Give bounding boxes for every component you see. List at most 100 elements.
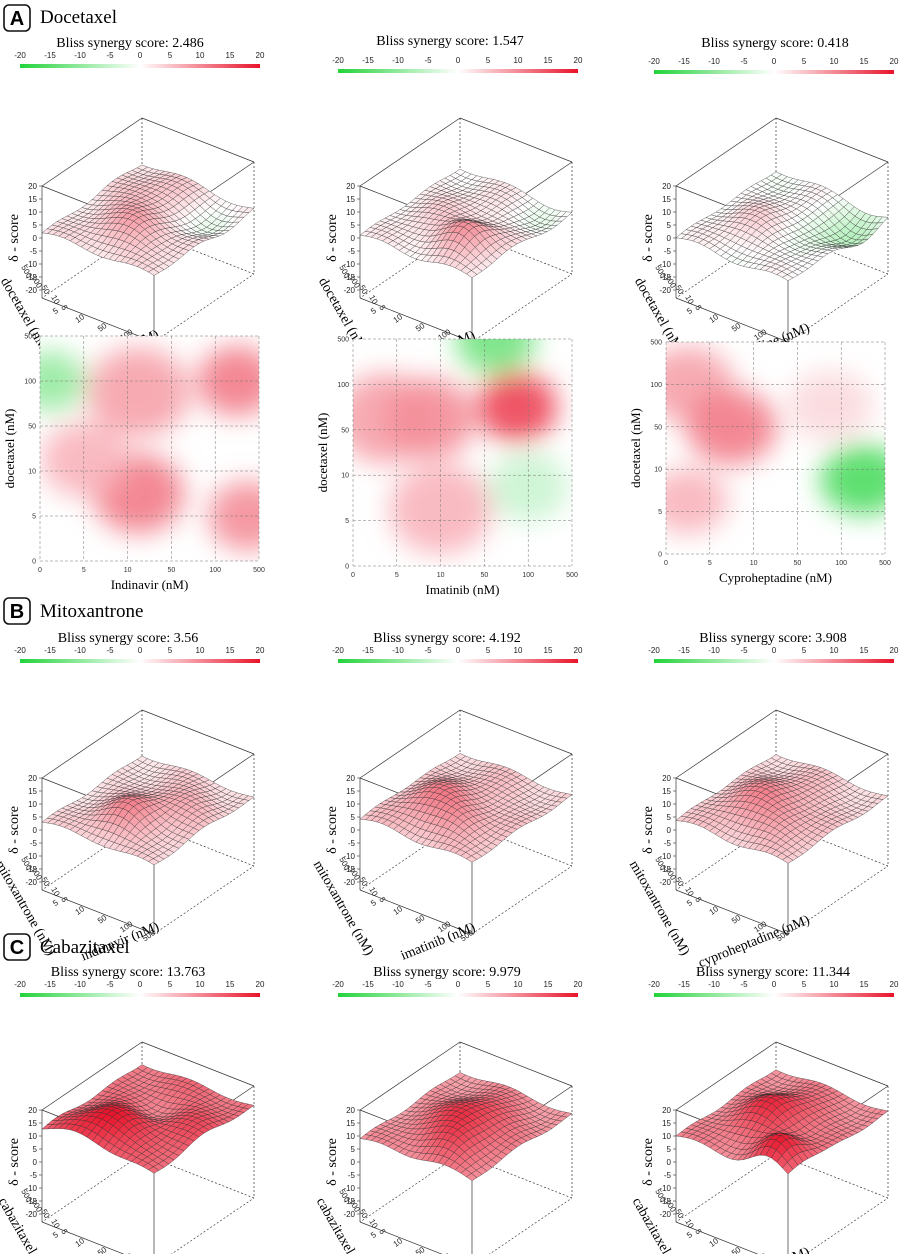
colorbar-tick: -5 [106, 51, 114, 60]
panel-B-1: Bliss synergy score: 3.56-20 -15 -10 -5 0 5 10… [0, 631, 265, 965]
panel-B-2: Bliss synergy score: 4.192-20 -15 -10 -5 0 5 1… [310, 631, 583, 964]
y-tick-label: 5 [59, 896, 69, 905]
colorbar [654, 659, 894, 663]
colorbar-tick: -5 [106, 980, 114, 989]
box-edge [675, 297, 789, 343]
colorbar-tick: -10 [74, 646, 86, 655]
heatmap-y-tick: 500 [337, 337, 349, 344]
y-tick-label: 5 [693, 1228, 703, 1237]
box-edge [775, 117, 889, 163]
colorbar-tick: 20 [256, 51, 265, 60]
colorbar-tick: -15 [362, 646, 374, 655]
panel-C-1: Bliss synergy score: 13.763 -20 -15 -10 -5 0 5… [0, 965, 265, 1254]
panel-C-2: Bliss synergy score: 9.979-20 -15 -10 -5 0 5 1… [313, 965, 583, 1254]
z-tick-label: -5 [30, 1171, 38, 1180]
section-title: Cabazitaxel [40, 937, 130, 958]
heatmap-y-tick: 10 [28, 469, 36, 476]
z-tick-label: -5 [348, 839, 356, 848]
x-axis-label: cyproheptadine (nM) [696, 913, 812, 971]
section-header-B: B Mitoxantrone [3, 597, 143, 625]
z-tick-label: 15 [662, 1119, 671, 1128]
z-tick-label: 5 [667, 813, 672, 822]
z-tick-label: 10 [662, 208, 671, 217]
box-edge [675, 117, 777, 187]
colorbar-tick: -5 [424, 646, 432, 655]
z-tick-label: 10 [346, 800, 355, 809]
colorbar-tick: -20 [332, 56, 344, 65]
x-tick-label: 10 [708, 312, 721, 325]
heatmap-y-tick: 0 [658, 552, 662, 559]
colorbar-tick: -10 [74, 51, 86, 60]
z-tick-label: 15 [28, 195, 37, 204]
heatmap-x-tick: 5 [395, 572, 399, 579]
colorbar [20, 993, 260, 997]
x-tick-label: 10 [708, 904, 721, 917]
x-tick-label: 10 [74, 1236, 87, 1249]
z-tick-label: 20 [346, 774, 355, 783]
panel-C-3: Bliss synergy score: 11.344 -20 -15 -10 -5 0 5… [629, 965, 899, 1254]
x-tick-label: 5 [51, 898, 60, 908]
bliss-score-label: Bliss synergy score: 11.344 [696, 965, 850, 980]
y-tick-label: 5 [59, 1228, 69, 1237]
z-tick-label: -10 [659, 260, 671, 269]
z-axis-label: δ - score [325, 1138, 340, 1186]
colorbar-tick: -5 [106, 646, 114, 655]
x-tick-label: 10 [74, 904, 87, 917]
colorbar-tick: 10 [830, 980, 839, 989]
colorbar [338, 69, 578, 73]
colorbar-tick: 15 [544, 980, 553, 989]
colorbar-tick: 20 [574, 56, 583, 65]
z-tick-label: 10 [28, 1132, 37, 1141]
z-tick-label: 0 [351, 234, 356, 243]
section-letter: B [10, 601, 24, 623]
heatmap-y-tick: 5 [32, 514, 36, 521]
z-tick-label: -20 [25, 286, 37, 295]
y-tick-label: 10 [367, 294, 380, 307]
colorbar-tick: 15 [860, 980, 869, 989]
heatmap-x-tick: 500 [253, 567, 265, 574]
section-headers: A Docetaxel B Mitoxantrone C Cabazitaxel [3, 4, 143, 961]
colorbar-tick: 0 [772, 57, 777, 66]
colorbar-tick: 10 [514, 56, 523, 65]
colorbar-tick: 15 [860, 646, 869, 655]
bliss-score-label: Bliss synergy score: 3.908 [699, 631, 847, 646]
z-tick-label: -20 [659, 286, 671, 295]
z-tick-label: 15 [28, 1119, 37, 1128]
colorbar-tick: -20 [648, 57, 660, 66]
heatmap-x-tick: 100 [835, 560, 847, 567]
y-tick-label: 10 [367, 1218, 380, 1231]
x-tick-label: 50 [730, 1245, 743, 1254]
colorbar-tick: 20 [256, 646, 265, 655]
z-tick-label: -5 [664, 1171, 672, 1180]
surface-mesh [41, 1064, 255, 1174]
y-tick-label: 10 [683, 886, 696, 899]
heatmap-x-tick: 10 [750, 560, 758, 567]
heatmap-x-tick: 50 [794, 560, 802, 567]
box-edge [787, 273, 889, 343]
box-edge [141, 709, 255, 755]
z-axis-label: δ - score [7, 1138, 22, 1186]
heatmap-blob [87, 347, 190, 437]
z-tick-label: 10 [662, 800, 671, 809]
colorbar-tick: 15 [544, 646, 553, 655]
bliss-score-label: Bliss synergy score: 13.763 [51, 965, 206, 980]
colorbar-tick: -5 [424, 56, 432, 65]
colorbar-tick: 10 [196, 646, 205, 655]
z-tick-label: 10 [346, 1132, 355, 1141]
section-letter-box [3, 597, 31, 625]
heatmap-x-tick: 10 [124, 567, 132, 574]
z-tick-label: 15 [28, 787, 37, 796]
colorbar-tick: 20 [890, 57, 899, 66]
z-axis-label: δ - score [7, 214, 22, 262]
section-letter-box [3, 933, 31, 961]
z-tick-label: 10 [28, 208, 37, 217]
z-tick-label: -20 [25, 878, 37, 887]
y-tick-label: 10 [367, 886, 380, 899]
x-tick-label: 10 [708, 1236, 721, 1249]
colorbar-tick: 20 [574, 980, 583, 989]
colorbar-tick: -20 [14, 646, 26, 655]
z-tick-label: 0 [33, 234, 38, 243]
colorbar-tick: 0 [138, 980, 143, 989]
